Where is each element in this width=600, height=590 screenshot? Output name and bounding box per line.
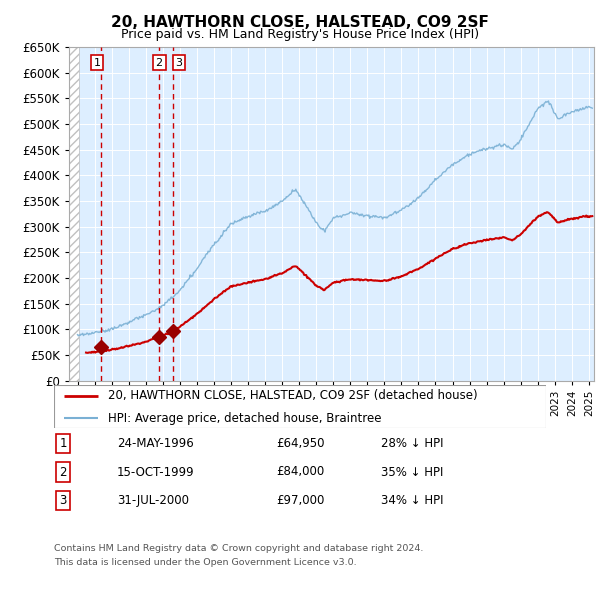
- Text: Contains HM Land Registry data © Crown copyright and database right 2024.: Contains HM Land Registry data © Crown c…: [54, 544, 424, 553]
- Text: 3: 3: [59, 494, 67, 507]
- Text: £64,950: £64,950: [276, 437, 325, 450]
- Text: £97,000: £97,000: [276, 494, 325, 507]
- Text: 15-OCT-1999: 15-OCT-1999: [117, 466, 194, 478]
- Text: 3: 3: [176, 58, 182, 68]
- Text: 31-JUL-2000: 31-JUL-2000: [117, 494, 189, 507]
- FancyBboxPatch shape: [54, 385, 546, 428]
- Text: 35% ↓ HPI: 35% ↓ HPI: [381, 466, 443, 478]
- Text: 20, HAWTHORN CLOSE, HALSTEAD, CO9 2SF (detached house): 20, HAWTHORN CLOSE, HALSTEAD, CO9 2SF (d…: [108, 389, 478, 402]
- Bar: [69, 47, 79, 381]
- Text: This data is licensed under the Open Government Licence v3.0.: This data is licensed under the Open Gov…: [54, 558, 356, 566]
- Text: 1: 1: [94, 58, 100, 68]
- Text: £84,000: £84,000: [276, 466, 324, 478]
- Text: 1: 1: [59, 437, 67, 450]
- Text: 34% ↓ HPI: 34% ↓ HPI: [381, 494, 443, 507]
- Text: 20, HAWTHORN CLOSE, HALSTEAD, CO9 2SF: 20, HAWTHORN CLOSE, HALSTEAD, CO9 2SF: [111, 15, 489, 30]
- Text: 28% ↓ HPI: 28% ↓ HPI: [381, 437, 443, 450]
- Text: HPI: Average price, detached house, Braintree: HPI: Average price, detached house, Brai…: [108, 412, 382, 425]
- Bar: [69, 47, 79, 381]
- Text: Price paid vs. HM Land Registry's House Price Index (HPI): Price paid vs. HM Land Registry's House …: [121, 28, 479, 41]
- Text: 2: 2: [155, 58, 163, 68]
- Text: 24-MAY-1996: 24-MAY-1996: [117, 437, 194, 450]
- Text: 2: 2: [59, 466, 67, 478]
